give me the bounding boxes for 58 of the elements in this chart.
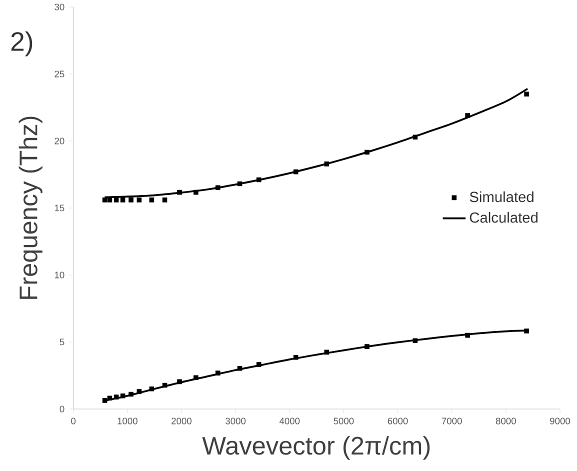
y-tick-label: 30 <box>54 4 64 10</box>
point <box>177 379 182 384</box>
point <box>149 198 154 202</box>
y-tick-label: 25 <box>54 70 64 78</box>
x-tick-label: 9000 <box>550 418 570 424</box>
x-tick-label: 1000 <box>118 418 138 424</box>
point <box>149 386 154 392</box>
point <box>324 162 330 166</box>
point <box>128 392 134 397</box>
x-tick-label: 0 <box>71 418 76 424</box>
point <box>194 190 198 195</box>
point <box>364 150 370 155</box>
legend-label: Calculated <box>470 212 538 223</box>
y-tick-label: 5 <box>60 338 64 346</box>
x-tick-label: 7000 <box>442 418 462 424</box>
point <box>114 394 119 400</box>
point <box>524 92 529 97</box>
point <box>293 355 298 360</box>
point <box>215 370 220 376</box>
x-tick-label: 2000 <box>172 418 192 424</box>
y-tick-label: 20 <box>54 138 64 144</box>
y-tick-label: 10 <box>54 272 64 278</box>
y-tick-label: 15 <box>54 204 64 212</box>
y-tick-label: 0 <box>60 406 64 412</box>
point <box>136 389 142 394</box>
x-axis-title: Wavevector (2π/cm) <box>202 436 430 460</box>
point <box>324 350 330 355</box>
point <box>364 344 370 349</box>
point <box>128 198 134 202</box>
point <box>102 198 108 202</box>
x-tick-label: 5000 <box>334 418 354 424</box>
point <box>293 169 298 174</box>
x-tick-label: 8000 <box>496 418 516 424</box>
point <box>237 366 242 371</box>
x-tick-label: 4000 <box>279 418 300 424</box>
point <box>136 198 142 202</box>
point <box>107 396 112 401</box>
point <box>120 393 126 398</box>
point <box>102 398 108 403</box>
point <box>114 198 119 202</box>
point <box>177 190 182 195</box>
point <box>412 134 418 140</box>
point <box>215 185 220 190</box>
point <box>256 177 262 182</box>
point <box>465 113 470 118</box>
point <box>194 375 198 380</box>
x-tick-label: 3000 <box>226 418 246 424</box>
text: 2) <box>11 31 32 56</box>
point <box>524 328 529 334</box>
x-tick-label: 6000 <box>388 418 408 424</box>
point <box>107 198 112 202</box>
point <box>162 198 168 202</box>
point <box>412 338 418 344</box>
point <box>120 198 126 202</box>
point <box>256 362 262 367</box>
legend-label: Simulated <box>470 191 534 202</box>
point <box>465 332 470 338</box>
y-axis-title: Frequency (Thz) <box>18 116 42 299</box>
